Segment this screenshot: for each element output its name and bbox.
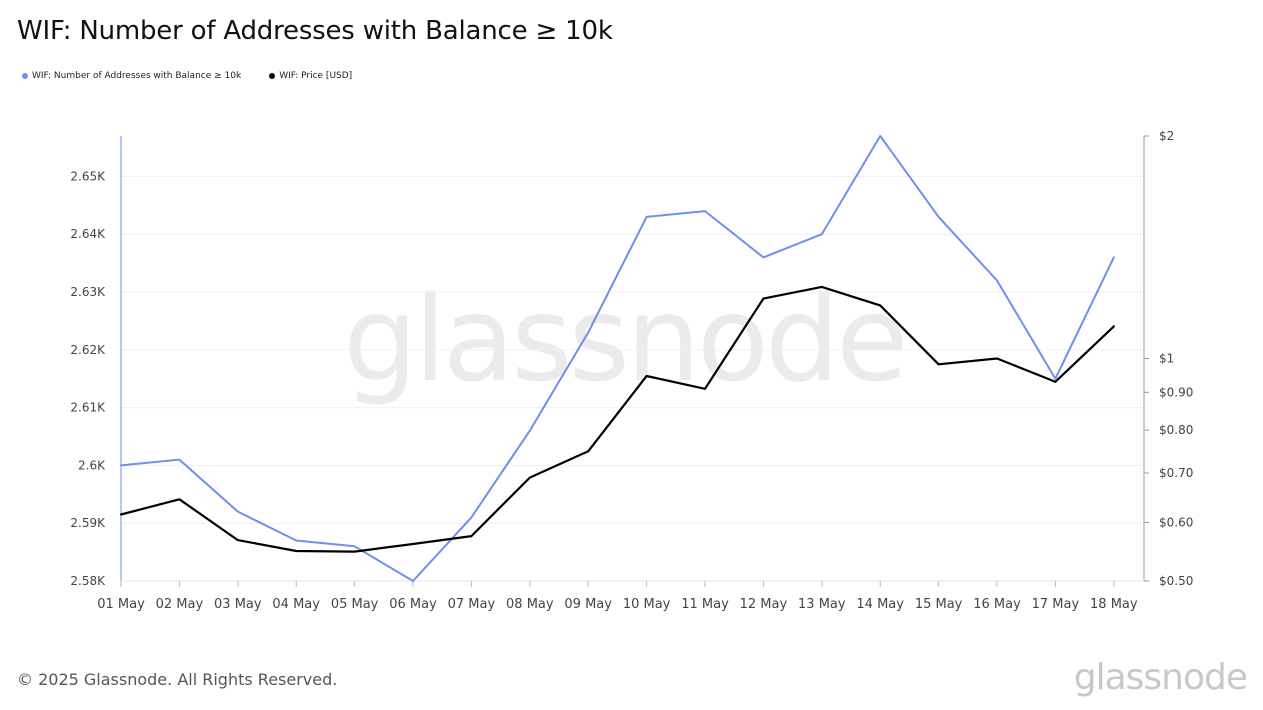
legend-dot-price bbox=[269, 73, 276, 79]
x-tick-label: 17 May bbox=[1032, 597, 1080, 612]
x-tick-label: 06 May bbox=[389, 597, 437, 612]
chart-title: WIF: Number of Addresses with Balance ≥ … bbox=[17, 16, 613, 46]
x-tick-label: 16 May bbox=[973, 597, 1021, 612]
x-tick-label: 12 May bbox=[740, 597, 788, 612]
x-tick-label: 01 May bbox=[97, 597, 145, 612]
x-tick-label: 03 May bbox=[214, 597, 262, 612]
y-left-tick-label: 2.63K bbox=[70, 285, 106, 299]
y-left-tick-label: 2.59K bbox=[70, 516, 106, 530]
y-left-tick-label: 2.61K bbox=[70, 401, 106, 415]
y-right-tick-label: $0.50 bbox=[1159, 574, 1193, 588]
brand-logo: glassnode bbox=[1073, 657, 1248, 698]
x-tick-label: 04 May bbox=[272, 597, 320, 612]
y-right-tick-label: $0.90 bbox=[1159, 385, 1193, 399]
y-right-tick-label: $0.70 bbox=[1159, 466, 1193, 480]
copyright-text: © 2025 Glassnode. All Rights Reserved. bbox=[17, 670, 338, 689]
x-tick-label: 10 May bbox=[623, 597, 671, 612]
legend-item-price[interactable]: WIF: Price [USD] bbox=[269, 71, 352, 81]
chart-legend: WIF: Number of Addresses with Balance ≥ … bbox=[22, 71, 352, 81]
x-tick-label: 08 May bbox=[506, 597, 554, 612]
x-tick-label: 13 May bbox=[798, 597, 846, 612]
x-tick-label: 07 May bbox=[448, 597, 496, 612]
y-left-tick-label: 2.64K bbox=[70, 227, 106, 241]
y-right-tick-label: $1 bbox=[1159, 352, 1174, 366]
legend-label-addresses: WIF: Number of Addresses with Balance ≥ … bbox=[32, 71, 242, 81]
legend-dot-addresses bbox=[22, 73, 28, 79]
x-tick-label: 11 May bbox=[681, 597, 729, 612]
y-right-tick-label: $0.80 bbox=[1159, 423, 1193, 437]
x-tick-label: 09 May bbox=[564, 597, 612, 612]
y-left-tick-label: 2.62K bbox=[70, 343, 106, 357]
series-line-addresses bbox=[120, 135, 1115, 582]
legend-label-price: WIF: Price [USD] bbox=[279, 71, 353, 81]
y-left-tick-label: 2.58K bbox=[70, 574, 106, 588]
x-tick-label: 02 May bbox=[156, 597, 204, 612]
x-tick-label: 18 May bbox=[1090, 597, 1138, 612]
legend-item-addresses[interactable]: WIF: Number of Addresses with Balance ≥ … bbox=[22, 71, 241, 81]
x-tick-label: 14 May bbox=[856, 597, 904, 612]
x-tick-label: 05 May bbox=[331, 597, 379, 612]
y-left-tick-label: 2.65K bbox=[70, 169, 106, 183]
y-left-tick-label: 2.6K bbox=[78, 458, 106, 472]
series-line-price bbox=[119, 285, 1115, 553]
y-right-tick-label: $2 bbox=[1159, 129, 1174, 143]
x-tick-label: 15 May bbox=[915, 597, 963, 612]
y-right-tick-label: $0.60 bbox=[1159, 515, 1193, 529]
